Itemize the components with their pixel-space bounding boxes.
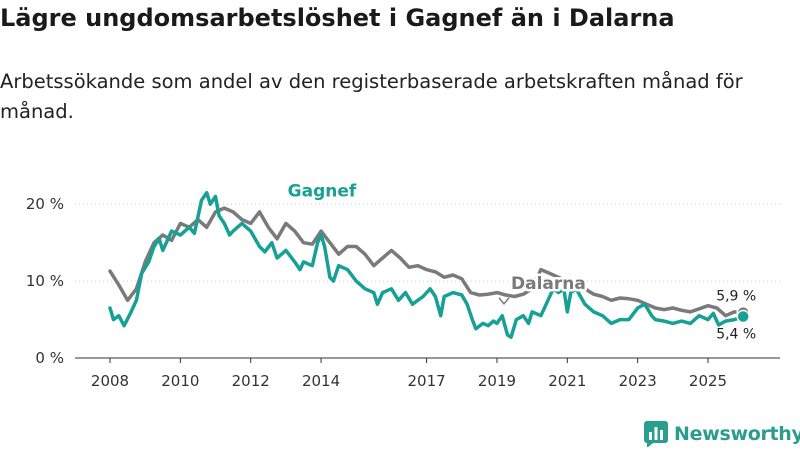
chart-subtitle: Arbetssökande som andel av den registerb… [0, 70, 743, 123]
dalarna-label-pointer [498, 297, 510, 306]
endpoint-marker-gagnef [736, 309, 750, 324]
series-label-dalarna: Dalarna [511, 274, 586, 294]
x-tick-label-4: 2017 [408, 372, 446, 390]
newsworthy-logo-icon [644, 421, 668, 447]
x-tick-label-8: 2025 [689, 372, 727, 390]
series-line-dalarna [108, 206, 745, 318]
brand-logo: Newsworthy [644, 420, 800, 448]
y-tick-label-1: 10 % [26, 272, 64, 290]
x-tick-label-3: 2014 [302, 372, 340, 390]
series-line-gagnef [108, 190, 745, 339]
x-tick-label-2: 2012 [232, 372, 270, 390]
x-tick-label-6: 2021 [548, 372, 586, 390]
end-label-gagnef: 5,4 % [716, 326, 756, 342]
x-tick-label-5: 2019 [478, 372, 516, 390]
series-label-gagnef: Gagnef [288, 182, 357, 202]
x-tick-label-0: 2008 [91, 372, 129, 390]
series-label-halo-dalarna: Dalarna [511, 274, 586, 294]
x-tick-label-7: 2023 [619, 372, 657, 390]
brand-name: Newsworthy [674, 423, 800, 445]
y-tick-label-2: 20 % [26, 195, 64, 213]
x-tick-label-1: 2010 [161, 372, 199, 390]
y-tick-label-0: 0 % [35, 349, 64, 367]
end-label-dalarna: 5,9 % [716, 289, 756, 305]
chart-title: Lägre ungdomsarbetslöshet i Gagnef än i … [0, 4, 675, 32]
series-label-halo-gagnef: Gagnef [288, 182, 357, 202]
